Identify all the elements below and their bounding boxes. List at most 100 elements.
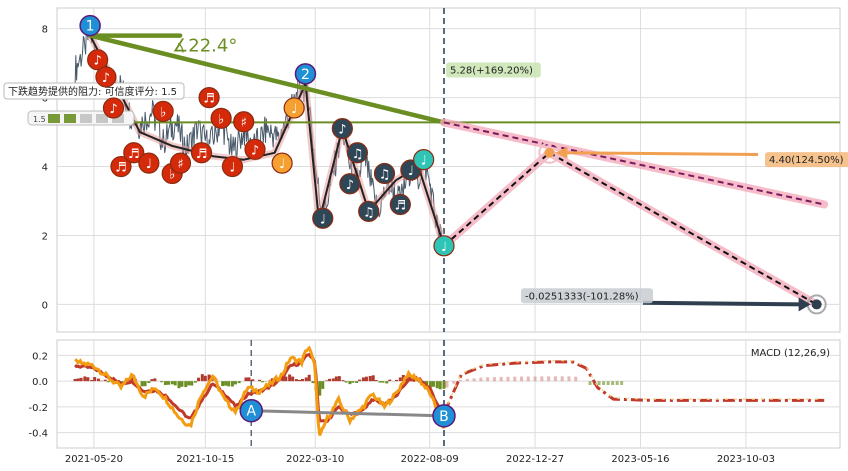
- macd-histogram-bar: [163, 381, 167, 385]
- macd-histogram-bar: [288, 374, 292, 382]
- macd-histogram-bar: [184, 381, 188, 388]
- note-marker: ♩: [312, 207, 334, 229]
- macd-histogram-bar: [358, 379, 362, 382]
- macd-histogram-bar: [224, 381, 228, 386]
- note-marker: ♪: [244, 138, 266, 160]
- macd-y-ticks: 0.2 0.0 -0.2 -0.4: [28, 351, 48, 439]
- note-marker-glyph: ♪: [346, 178, 354, 193]
- divergence-line: [251, 409, 445, 418]
- note-marker-circle: [221, 155, 244, 178]
- note-marker-glyph: ♪: [251, 143, 259, 158]
- wave-label: 2: [294, 63, 317, 85]
- note-marker: ♬: [110, 155, 132, 178]
- note-marker-glyph: ♪: [338, 123, 346, 138]
- projection-label-low-text: -0.0251333(-101.28%): [525, 291, 639, 302]
- note-marker-circle: [331, 118, 353, 140]
- projection-label-high-text: 4.40(124.50%): [769, 155, 844, 166]
- x-tick-label: 2021-05-20: [65, 454, 123, 465]
- macd-histogram-bar: [307, 374, 311, 382]
- macd-histogram-bar: [325, 380, 329, 382]
- macd-projected-histogram-bar: [540, 376, 544, 382]
- note-marker: ♪: [331, 118, 353, 140]
- note-marker: ♭: [152, 100, 174, 123]
- note-marker-circle: [312, 207, 334, 229]
- note-marker-glyph: ♬: [115, 161, 127, 176]
- price-y-tick-label: 4: [42, 163, 48, 174]
- price-layer: ∡22.4° 5.28(+169.20%) 4.40(124.50%) -0.0251…: [3, 8, 848, 332]
- note-marker: ♩: [221, 155, 244, 178]
- macd-histogram-bar: [190, 381, 194, 386]
- macd-panel-background: [56, 339, 841, 449]
- downtrend-line: [87, 33, 447, 125]
- macd-projected-histogram-bar: [553, 376, 557, 382]
- projection-dashed-3: [548, 151, 818, 306]
- macd-histogram-bar: [79, 377, 83, 382]
- macd-histogram-bar: [398, 377, 402, 382]
- wave-label-text: 1: [86, 19, 95, 35]
- note-marker: ♩: [413, 149, 435, 171]
- macd-line: [74, 345, 446, 436]
- macd-projected-histogram-bar: [620, 381, 624, 385]
- macd-projected-histogram-bar: [533, 376, 537, 382]
- macd-histogram-bar: [341, 380, 345, 382]
- macd-histogram-bar: [300, 378, 304, 382]
- macd-projection-line: [442, 360, 825, 414]
- score-cell: [96, 114, 108, 123]
- macd-histogram-bar: [76, 378, 80, 382]
- note-marker-glyph: ♭: [169, 167, 175, 182]
- divergence-label-text: A: [246, 404, 256, 420]
- macd-title: MACD (12,26,9): [751, 348, 830, 359]
- macd-projected-histogram-bar: [611, 381, 615, 385]
- macd-projected-histogram-bar: [472, 378, 476, 382]
- macd-histogram-bar: [328, 378, 332, 382]
- projection-label-low: -0.0251333(-101.28%): [521, 288, 653, 304]
- macd-histogram-bar: [197, 377, 201, 382]
- note-marker-circle: [123, 142, 145, 164]
- macd-projected-histogram-bar: [499, 376, 503, 382]
- macd-histogram-bar: [331, 378, 335, 382]
- divergence-label-circle: [432, 404, 456, 428]
- x-axis-ticks: 2021-05-20 2021-10-15 2022-03-10 2022-08-09…: [65, 454, 775, 465]
- macd-histogram-bar: [261, 381, 265, 383]
- orange-arrow-head: [555, 146, 568, 159]
- note-marker-glyph: ♩: [408, 164, 414, 179]
- note-marker-glyph: ♩: [229, 161, 235, 176]
- macd-histogram-bar: [194, 381, 198, 383]
- macd-histogram-bar: [203, 375, 207, 382]
- macd-histogram-bar: [304, 377, 308, 382]
- note-marker-glyph: ♩: [320, 212, 326, 227]
- macd-histogram-bar: [291, 376, 295, 382]
- projection-dashed-1: [443, 121, 825, 206]
- macd-histogram-bar: [344, 381, 348, 383]
- macd-histogram-bar: [173, 381, 177, 386]
- macd-projected-histogram-bar: [513, 376, 517, 382]
- x-tick-label: 2023-05-16: [611, 454, 669, 465]
- note-marker-glyph: ♭: [160, 105, 166, 120]
- target-dot-high: [544, 147, 555, 158]
- macd-projected-histogram-bar: [492, 377, 496, 382]
- macd-histogram-bar: [83, 376, 87, 382]
- macd-histogram-bar: [442, 381, 446, 389]
- macd-histogram-bar: [140, 381, 144, 387]
- macd-y-tick-label: 0.0: [32, 377, 48, 388]
- macd-histogram-bar: [258, 379, 262, 382]
- note-marker-glyph: ♬: [128, 147, 140, 162]
- note-marker: ♪: [339, 173, 361, 195]
- macd-projection-highlight: [443, 359, 825, 413]
- score-cell: [80, 114, 92, 123]
- projection-label-top-box: [446, 62, 541, 78]
- macd-histogram-bar: [233, 381, 237, 385]
- macd-histogram-bar: [106, 381, 110, 383]
- note-marker-circle: [102, 97, 125, 119]
- note-marker-glyph: ♫: [379, 167, 391, 182]
- macd-projected-histogram-bar: [520, 376, 524, 382]
- macd-histogram-bar: [207, 374, 211, 382]
- projection-dashed-2: [443, 152, 551, 247]
- note-marker: ♬: [389, 193, 411, 216]
- macd-histogram-bar: [103, 379, 107, 382]
- macd-histogram-bar: [378, 381, 382, 383]
- macd-histogram-bar: [227, 381, 231, 387]
- macd-histogram-bar: [438, 381, 442, 390]
- note-marker-circle: [198, 87, 220, 109]
